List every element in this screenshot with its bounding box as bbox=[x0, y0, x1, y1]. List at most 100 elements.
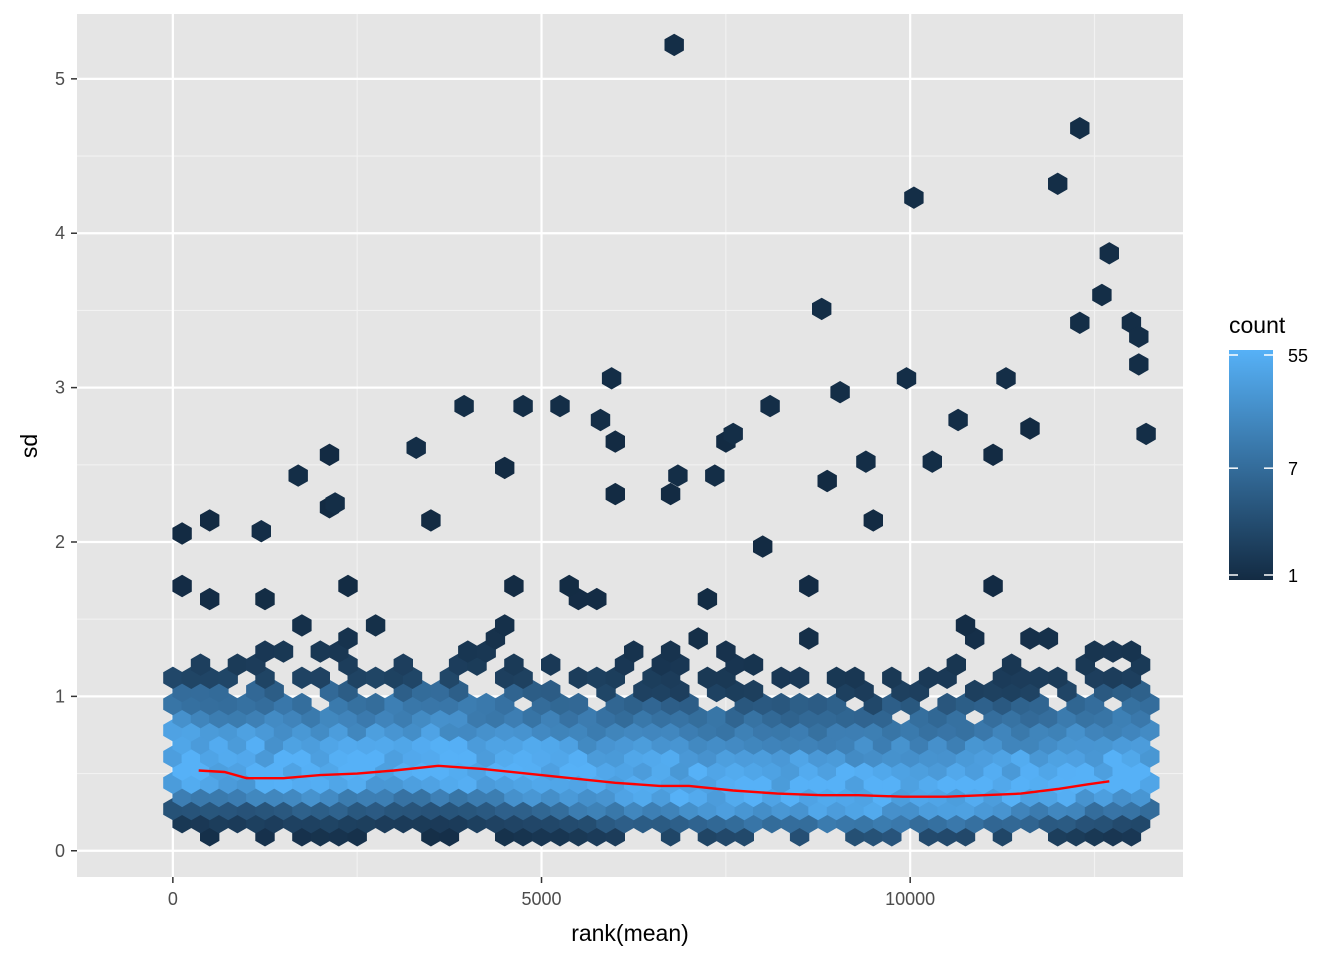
hex-bin bbox=[458, 640, 478, 663]
smooth-line-layer bbox=[198, 764, 1110, 798]
hex-bin bbox=[504, 574, 524, 598]
hex-bin bbox=[937, 692, 957, 716]
hex-bin bbox=[393, 653, 413, 676]
hex-bin-outlier bbox=[513, 394, 533, 418]
hex-bin-outlier bbox=[922, 450, 942, 473]
hex-bin-outlier bbox=[454, 394, 474, 418]
x-axis: 0 5000 10000 bbox=[168, 877, 935, 909]
hex-bin-outlier bbox=[830, 381, 850, 404]
hex-bin-outlier bbox=[325, 492, 345, 515]
hex-bin-outlier bbox=[601, 367, 622, 390]
hex-bin bbox=[624, 640, 644, 663]
hex-bin bbox=[1038, 627, 1059, 650]
hex-bin bbox=[310, 666, 330, 689]
hex-bin bbox=[983, 443, 1003, 466]
hex-bin bbox=[697, 666, 718, 689]
hex-bin bbox=[817, 469, 837, 493]
hex-bin bbox=[587, 587, 607, 611]
hex-bin-outlier bbox=[664, 33, 684, 57]
hex-bin bbox=[587, 666, 607, 689]
hex-bin-outlier bbox=[812, 297, 832, 321]
hex-bin bbox=[605, 430, 625, 453]
hex-bin-outlier bbox=[590, 408, 611, 432]
hex-bin bbox=[789, 692, 810, 716]
hex-bin bbox=[541, 653, 561, 676]
hex-bin-outlier bbox=[705, 464, 725, 487]
legend-label: 55 bbox=[1288, 346, 1308, 366]
hex-bin bbox=[1084, 640, 1105, 663]
hex-bin bbox=[753, 535, 773, 558]
hex-bin bbox=[1121, 640, 1142, 663]
hex-bin bbox=[799, 574, 819, 598]
hex-bin-outlier bbox=[1070, 311, 1090, 334]
hex-bin bbox=[743, 653, 764, 676]
hex-bin bbox=[476, 692, 496, 716]
hex-bin bbox=[799, 627, 819, 650]
hex-bin-outlier bbox=[1092, 283, 1112, 307]
hex-bin-outlier bbox=[904, 186, 924, 209]
hex-bin bbox=[504, 653, 524, 676]
x-axis-title: rank(mean) bbox=[571, 920, 689, 946]
hex-bin bbox=[338, 574, 358, 598]
hex-bin-outlier bbox=[723, 422, 743, 446]
hex-bin bbox=[495, 614, 515, 637]
hex-bin-outlier bbox=[948, 408, 968, 432]
hex-bin bbox=[965, 679, 985, 703]
hex-bin-outlier bbox=[406, 436, 426, 459]
y-axis-title: sd bbox=[16, 434, 42, 458]
hex-bin bbox=[808, 692, 828, 716]
hex-bin bbox=[255, 640, 275, 663]
hex-bin bbox=[946, 653, 966, 676]
y-tick-label: 5 bbox=[55, 69, 65, 89]
hex-bin bbox=[697, 587, 718, 611]
x-tick-label: 5000 bbox=[521, 889, 561, 909]
hex-bin-outlier bbox=[1099, 242, 1119, 265]
hex-bin bbox=[743, 679, 764, 703]
x-tick-label: 10000 bbox=[885, 889, 935, 909]
hex-bin bbox=[292, 692, 312, 716]
hex-bin bbox=[882, 666, 902, 689]
hex-bin bbox=[688, 627, 708, 650]
legend-ticks: 55 7 1 bbox=[1229, 346, 1308, 586]
y-tick-label: 1 bbox=[55, 686, 65, 706]
hex-bin bbox=[568, 692, 589, 716]
hex-bin bbox=[1103, 666, 1123, 689]
hex-bin bbox=[495, 456, 515, 480]
hex-bin bbox=[292, 666, 312, 689]
hex-bin-outlier bbox=[251, 520, 271, 543]
y-axis: 0 1 2 3 4 5 bbox=[55, 69, 77, 861]
hex-bin bbox=[172, 574, 192, 598]
hex-bin-outlier bbox=[550, 394, 570, 418]
hex-bin bbox=[338, 627, 358, 650]
x-tick-label: 0 bbox=[168, 889, 178, 909]
hex-bin-outlier bbox=[856, 450, 876, 473]
hex-bin bbox=[716, 640, 736, 663]
hex-bin-outlier bbox=[668, 464, 688, 487]
hex-bin bbox=[1001, 653, 1022, 676]
legend: count 55 7 1 bbox=[1229, 312, 1308, 586]
hex-bin bbox=[863, 509, 883, 532]
hex-bin bbox=[706, 706, 727, 729]
hex-bin bbox=[541, 679, 561, 703]
hex-bin-outlier bbox=[1070, 117, 1090, 140]
hex-bin bbox=[660, 640, 681, 663]
hex-bin bbox=[1048, 666, 1068, 689]
hex-bin bbox=[1020, 417, 1040, 440]
hex-bin bbox=[1020, 627, 1040, 650]
hex-bin bbox=[310, 640, 330, 663]
hex-bin-outlier bbox=[996, 367, 1016, 390]
hex-bin bbox=[955, 614, 976, 637]
legend-colorbar bbox=[1229, 350, 1273, 580]
hex-bin-outlier bbox=[760, 394, 780, 418]
hex-bin-outlier bbox=[288, 464, 308, 487]
smooth-trend-line bbox=[198, 764, 1110, 798]
y-tick-label: 2 bbox=[55, 532, 65, 552]
hexbin-layer bbox=[163, 33, 1160, 847]
hex-bin bbox=[789, 666, 810, 689]
legend-title: count bbox=[1229, 312, 1286, 338]
hex-bin bbox=[365, 692, 386, 716]
hex-bin-outlier bbox=[1129, 353, 1149, 376]
hex-bin bbox=[771, 666, 791, 689]
hex-bin bbox=[983, 574, 1003, 598]
